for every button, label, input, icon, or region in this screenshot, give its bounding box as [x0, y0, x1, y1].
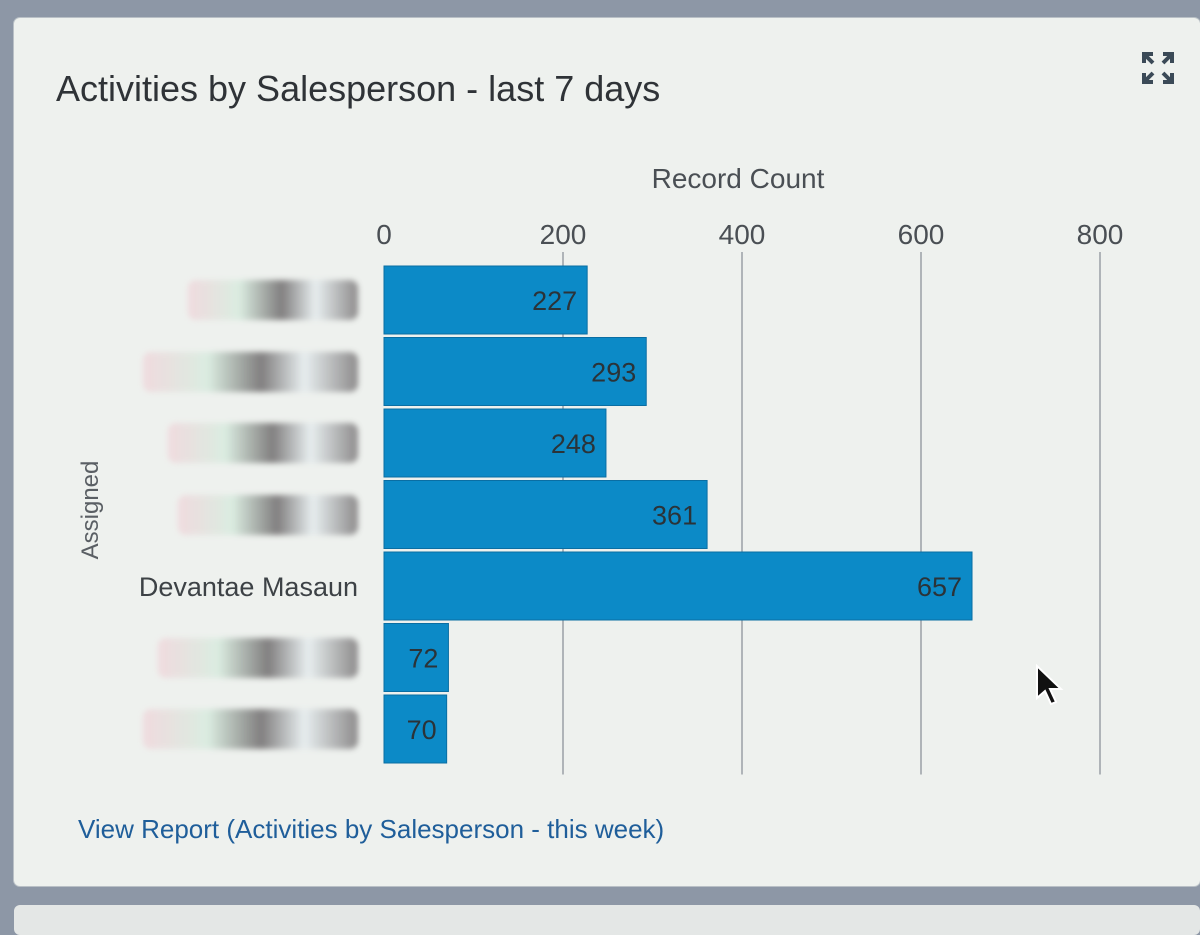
data-label: 72 — [408, 644, 438, 674]
x-tick-label: 200 — [540, 219, 587, 250]
data-label: 361 — [652, 501, 697, 531]
redacted-category-label — [158, 637, 358, 678]
data-label: 657 — [917, 572, 962, 602]
bar[interactable] — [383, 337, 647, 406]
bar[interactable] — [383, 408, 607, 478]
bars: 227 293 248 361 657 72 70 — [383, 265, 973, 764]
redacted-category-label — [168, 423, 358, 463]
redacted-category-label — [178, 494, 358, 535]
expand-icon[interactable] — [1140, 50, 1176, 86]
bar[interactable] — [383, 480, 708, 549]
data-label: 248 — [551, 429, 596, 459]
redacted-category-label — [143, 709, 358, 749]
view-report-link[interactable]: View Report (Activities by Salesperson -… — [78, 814, 665, 844]
x-tick-label: 400 — [719, 219, 766, 250]
data-label: 293 — [591, 358, 636, 388]
bar[interactable] — [383, 694, 448, 764]
x-tick-label: 0 — [376, 219, 392, 250]
category-labels: Devantae Masaun — [139, 572, 358, 602]
x-tick-labels: 0 200 400 600 800 — [376, 219, 1123, 250]
data-label: 70 — [407, 715, 437, 745]
chart-title: Activities by Salesperson - last 7 days — [56, 68, 661, 109]
y-axis-title: Assigned — [77, 461, 104, 560]
bar[interactable] — [383, 265, 588, 335]
redacted-category-label — [188, 280, 358, 320]
mouse-pointer-icon — [1036, 664, 1064, 706]
redacted-category-label — [143, 351, 358, 392]
bar[interactable] — [383, 551, 973, 621]
x-tick-label: 800 — [1077, 219, 1124, 250]
bar[interactable] — [383, 623, 449, 692]
x-axis-title: Record Count — [652, 163, 825, 194]
data-label: 227 — [532, 286, 577, 316]
x-tick-label: 600 — [898, 219, 945, 250]
category-label: Devantae Masaun — [139, 572, 358, 602]
